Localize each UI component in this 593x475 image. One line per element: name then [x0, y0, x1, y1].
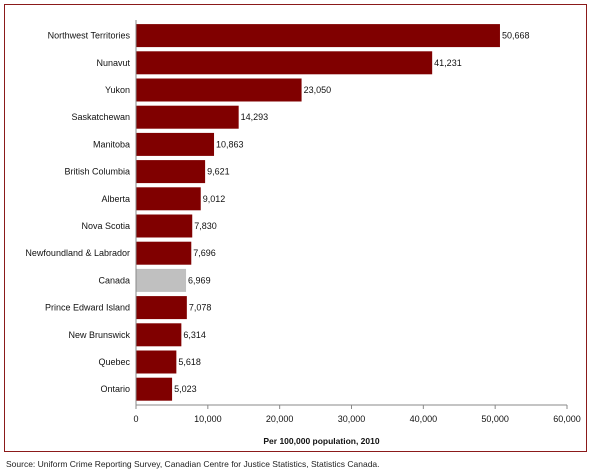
bar: [136, 132, 215, 156]
data-label: 14,293: [241, 112, 269, 122]
x-tick-label: 10,000: [194, 414, 222, 424]
x-tick-label: 40,000: [410, 414, 438, 424]
x-tick-label: 0: [133, 414, 138, 424]
data-label: 5,023: [174, 384, 197, 394]
bar: [136, 105, 239, 129]
data-label: 10,863: [216, 139, 244, 149]
category-label: Prince Edward Island: [45, 303, 130, 313]
x-tick-label: 50,000: [481, 414, 509, 424]
bar: [136, 214, 193, 238]
source-note: Source: Uniform Crime Reporting Survey, …: [6, 459, 380, 469]
category-label: Quebec: [98, 357, 130, 367]
bar: [136, 187, 201, 211]
category-label: British Columbia: [64, 167, 130, 177]
bar: [136, 78, 302, 102]
bar: [136, 51, 433, 75]
category-label: Northwest Territories: [48, 31, 131, 41]
data-label: 6,314: [183, 330, 206, 340]
data-label: 7,078: [189, 303, 212, 313]
bar: [136, 241, 192, 265]
data-label: 9,012: [203, 194, 226, 204]
category-label: Ontario: [100, 384, 130, 394]
bar-chart: Northwest Territories 50,668 Nunavut 41,231…: [25, 20, 581, 446]
category-label: Newfoundland & Labrador: [25, 248, 130, 258]
data-label: 41,231: [434, 58, 462, 68]
data-label: 6,969: [188, 275, 211, 285]
x-tick-label: 30,000: [338, 414, 366, 424]
bar: [136, 377, 173, 401]
data-label: 23,050: [304, 85, 332, 95]
x-axis-title: Per 100,000 population, 2010: [263, 436, 379, 446]
bar: [136, 268, 187, 292]
bar: [136, 350, 177, 374]
bar: [136, 296, 187, 320]
x-tick-label: 20,000: [266, 414, 294, 424]
category-label: Canada: [98, 275, 130, 285]
data-label: 7,696: [193, 248, 216, 258]
x-tick-label: 60,000: [553, 414, 581, 424]
category-label: Nova Scotia: [81, 221, 130, 231]
category-label: Alberta: [101, 194, 130, 204]
category-label: Nunavut: [96, 58, 130, 68]
category-label: Saskatchewan: [71, 112, 130, 122]
data-label: 50,668: [502, 31, 530, 41]
bar: [136, 160, 206, 184]
data-label: 9,621: [207, 167, 230, 177]
bar: [136, 323, 182, 347]
data-label: 7,830: [194, 221, 217, 231]
category-label: Yukon: [105, 85, 130, 95]
bar: [136, 24, 500, 48]
category-label: New Brunswick: [68, 330, 130, 340]
category-label: Manitoba: [93, 139, 130, 149]
data-label: 5,618: [178, 357, 201, 367]
